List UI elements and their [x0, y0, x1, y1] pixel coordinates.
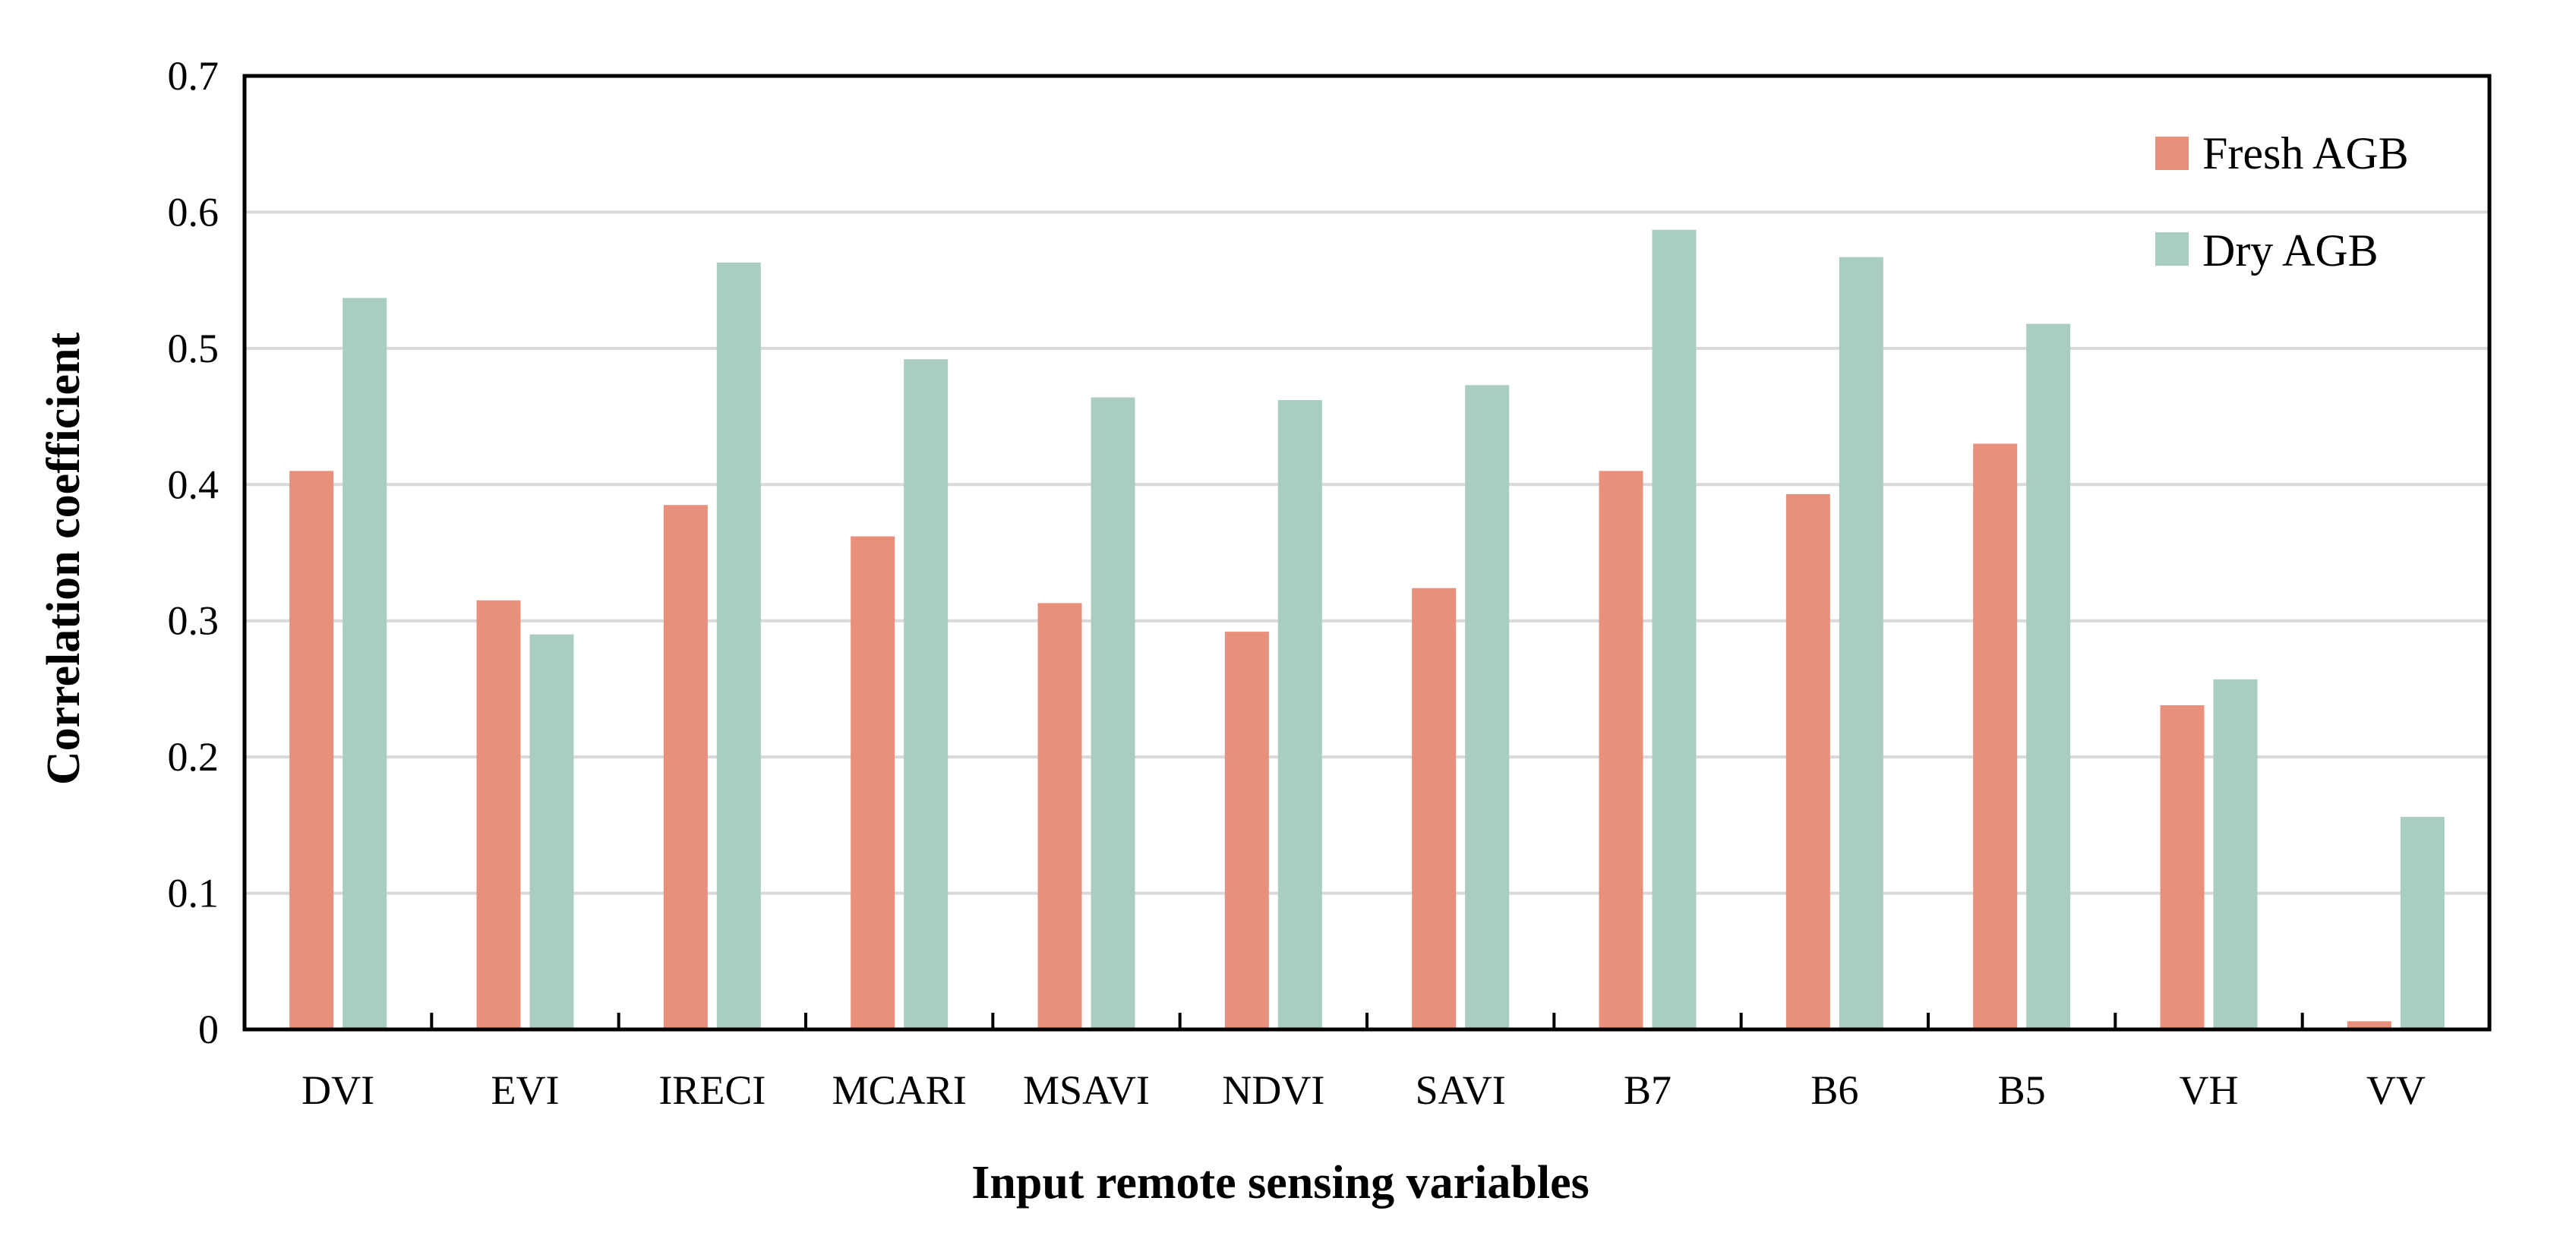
- bar-dry-agb-msavi: [1091, 397, 1135, 1029]
- legend-label-dry-agb: Dry AGB: [2202, 225, 2379, 276]
- bar-dry-agb-vh: [2213, 679, 2258, 1029]
- bar-fresh-agb-msavi: [1037, 603, 1082, 1029]
- bar-fresh-agb-savi: [1412, 588, 1457, 1029]
- legend-swatch-dry-agb: [2155, 232, 2189, 266]
- bar-fresh-agb-evi: [476, 600, 521, 1029]
- bar-fresh-agb-ndvi: [1224, 632, 1269, 1029]
- x-tick-label: EVI: [491, 1067, 560, 1113]
- x-tick-labels: DVI EVI IRECI MCARI MSAVI NDVI SAVI B7 B6 B5 VH VV: [301, 1067, 2426, 1113]
- bar-fresh-agb-mcari: [851, 536, 895, 1029]
- x-tick-marks: [430, 1013, 2304, 1029]
- x-tick-label: MSAVI: [1023, 1067, 1150, 1113]
- y-tick-label: 0.6: [168, 189, 219, 235]
- y-tick-label: 0.3: [168, 598, 219, 644]
- bar-dry-agb-b6: [1839, 257, 1883, 1029]
- bar-dry-agb-mcari: [904, 359, 949, 1029]
- x-tick-label: B7: [1624, 1067, 1672, 1113]
- bar-dry-agb-vv: [2400, 817, 2445, 1029]
- plot-frame: [242, 74, 2492, 1032]
- x-tick-label: SAVI: [1416, 1067, 1506, 1113]
- legend-swatch-fresh-agb: [2155, 137, 2189, 170]
- bar-dry-agb-ndvi: [1277, 400, 1322, 1029]
- x-tick-label: VV: [2366, 1067, 2426, 1113]
- bar-dry-agb-evi: [529, 634, 574, 1029]
- bar-fresh-agb-b6: [1785, 493, 1830, 1029]
- bar-dry-agb-b5: [2026, 323, 2071, 1029]
- bar-fresh-agb-dvi: [289, 471, 334, 1029]
- y-tick-label: 0.2: [168, 734, 219, 780]
- bar-fresh-agb-b5: [1973, 443, 2018, 1029]
- y-tick-label: 0.7: [168, 53, 219, 99]
- legend: Fresh AGB Dry AGB: [2155, 128, 2409, 276]
- bar-dry-agb-savi: [1465, 385, 1510, 1029]
- bar-fresh-agb-b7: [1599, 471, 1643, 1029]
- x-axis-title: Input remote sensing variables: [971, 1157, 1589, 1209]
- x-tick-label: B5: [1998, 1067, 2046, 1113]
- bar-fresh-agb-ireci: [663, 505, 708, 1029]
- y-tick-label: 0: [198, 1007, 219, 1052]
- gridlines: [245, 210, 2489, 895]
- bar-dry-agb-b7: [1652, 229, 1697, 1029]
- x-tick-label: IRECI: [658, 1067, 766, 1113]
- y-axis-title: Correlation coefficient: [38, 333, 90, 786]
- bar-dry-agb-dvi: [343, 298, 387, 1029]
- y-tick-label: 0.5: [168, 326, 219, 371]
- bar-dry-agb-ireci: [716, 262, 761, 1029]
- x-tick-label: DVI: [301, 1067, 374, 1113]
- y-tick-label: 0.1: [168, 871, 219, 916]
- x-tick-label: NDVI: [1222, 1067, 1324, 1113]
- y-tick-labels: 0 0.1 0.2 0.3 0.4 0.5 0.6 0.7: [168, 53, 219, 1052]
- bar-fresh-agb-vv: [2347, 1021, 2391, 1029]
- y-tick-label: 0.4: [168, 462, 219, 507]
- x-tick-label: B6: [1810, 1067, 1858, 1113]
- legend-label-fresh-agb: Fresh AGB: [2202, 128, 2409, 178]
- bars: [289, 229, 2445, 1029]
- x-tick-label: VH: [2180, 1067, 2239, 1113]
- bar-fresh-agb-vh: [2160, 705, 2205, 1029]
- x-tick-label: MCARI: [832, 1067, 967, 1113]
